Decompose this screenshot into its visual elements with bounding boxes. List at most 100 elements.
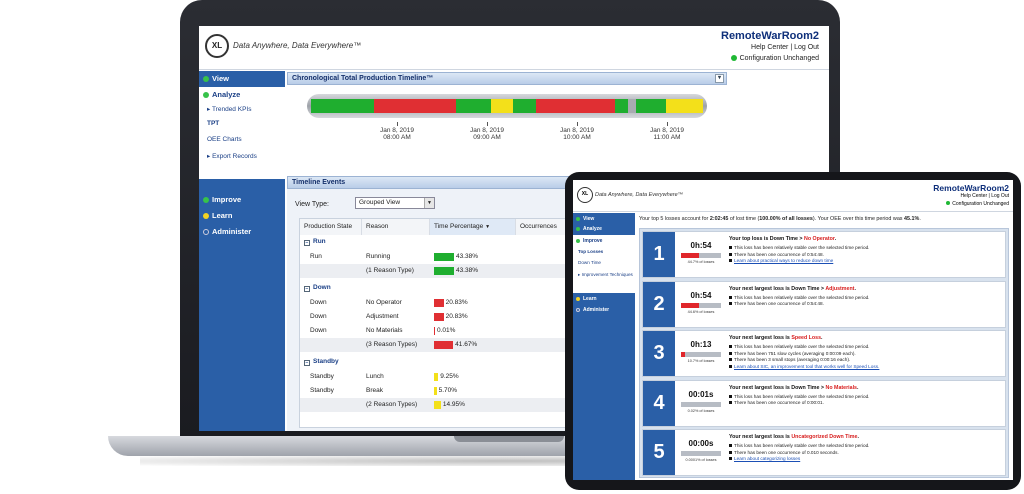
cell-percentage: 14.95%	[442, 401, 465, 408]
sidebar-item-improve[interactable]: Improve	[203, 195, 241, 204]
cell-state: Down	[310, 299, 327, 306]
config-status-text: Configuration Unchanged	[739, 55, 819, 62]
loss-learn-link-text[interactable]: Learn about categorizing losses	[734, 456, 801, 461]
percentage-bar	[434, 299, 444, 307]
loss-learn-link[interactable]: Learn about practical ways to reduce dow…	[729, 258, 833, 263]
status-dot-icon	[946, 201, 951, 205]
header-links[interactable]: Help Center | Log Out	[751, 44, 819, 51]
xl-logo[interactable]: XL	[205, 34, 229, 58]
header-links[interactable]: Help Center | Log Out	[960, 193, 1009, 199]
timeline-segment[interactable]	[491, 99, 513, 113]
learn-icon	[576, 297, 580, 301]
sidebar-item-administer[interactable]: Administer	[576, 307, 609, 313]
column-header-reason[interactable]: Reason	[362, 219, 430, 235]
timeline-title: Chronological Total Production Timeline™	[292, 75, 434, 82]
collapse-icon[interactable]: ▾	[715, 74, 724, 83]
timeline-segment[interactable]	[665, 99, 703, 113]
timeline-tick-mark	[667, 122, 668, 126]
sidebar-item-label: View	[212, 74, 229, 83]
status-dot-icon	[730, 55, 737, 61]
loss-learn-link[interactable]: Learn about SIC, an improvement tool tha…	[729, 364, 879, 369]
bullet-icon	[729, 457, 732, 460]
column-header-time-percentage[interactable]: Time Percentage ▼	[430, 219, 516, 235]
view-icon	[576, 217, 580, 221]
timeline-tick-mark	[577, 122, 578, 126]
loss-detail: There has been 751 slow cycles (averagin…	[729, 351, 856, 356]
timeline-segment[interactable]	[628, 99, 637, 113]
loss-detail: This loss has been relatively stable ove…	[729, 245, 870, 250]
sidebar-item-improve[interactable]: Improve	[576, 238, 602, 244]
group-header-down[interactable]: − Down	[300, 282, 720, 294]
sort-icon: ▼	[485, 224, 491, 230]
loss-heading-text: Your next largest loss is Down Time >	[729, 285, 826, 292]
sidebar-item-label: Analyze	[212, 90, 241, 99]
sidebar-item-view[interactable]: View	[203, 74, 229, 83]
timeline-tick-label: Jan 8, 2019 08:00 AM	[372, 127, 422, 141]
tick-date: Jan 8, 2019	[650, 127, 684, 134]
loss-card: 5 00:00s 0.0001% of losses Your next larges…	[642, 429, 1006, 476]
loss-card: 3 0h:13 10.7% of losses Your next largest l…	[642, 330, 1006, 377]
loss-heading-tail: .	[857, 384, 859, 391]
sidebar-subitem-trended-kpis[interactable]: ▸ Trended KPIs	[207, 106, 252, 113]
loss-detail: There has been one occurrence of 0.010 s…	[729, 450, 839, 455]
bullet-icon	[729, 444, 732, 447]
loss-rank: 4	[643, 380, 675, 426]
app-header: XL Data Anywhere, Data Everywhere™ Remot…	[199, 26, 829, 70]
sidebar-item-learn[interactable]: Learn	[203, 211, 232, 220]
analyze-icon	[576, 227, 580, 231]
summary-text: Your top 5 losses account for	[639, 216, 710, 222]
sidebar-subitem-down-time[interactable]: Down Time	[578, 260, 601, 265]
sidebar-item-label: Administer	[583, 307, 610, 313]
group-header-standby[interactable]: − Standby	[300, 356, 720, 368]
group-header-run[interactable]: − Run	[300, 236, 720, 248]
expand-icon[interactable]: −	[304, 240, 310, 246]
timeline-segment[interactable]	[456, 99, 492, 113]
loss-detail-text: There has been one occurrence of 0.010 s…	[734, 449, 839, 455]
chevron-down-icon[interactable]: ▼	[424, 198, 434, 208]
sidebar-subitem-export-records[interactable]: ▸ Export Records	[207, 153, 257, 160]
loss-learn-link[interactable]: Learn about categorizing losses	[729, 456, 800, 461]
cell-reason: No Materials	[366, 327, 403, 334]
sidebar-subitem-oee-charts[interactable]: OEE Charts	[207, 136, 242, 143]
sidebar-item-analyze[interactable]: Analyze	[576, 226, 602, 232]
sidebar-item-label: Improve	[212, 195, 242, 204]
sidebar-subitem-top-losses[interactable]: Top Losses	[578, 249, 604, 254]
timeline-segment[interactable]	[373, 99, 457, 113]
gear-icon	[203, 229, 209, 235]
sidebar-item-label: Administer	[212, 227, 252, 236]
loss-learn-link-text[interactable]: Learn about SIC, an improvement tool tha…	[734, 363, 880, 369]
loss-heading: Your next largest loss is Speed Loss.	[729, 335, 823, 341]
sidebar-item-view[interactable]: View	[576, 216, 594, 222]
sidebar-subitem-tpt[interactable]: TPT	[207, 120, 219, 127]
timeline-bar[interactable]	[311, 99, 703, 113]
timeline-segment[interactable]	[311, 99, 374, 113]
sidebar-subitem-improvement-techniques[interactable]: ▸ Improvement Techniques	[578, 272, 633, 277]
timeline-segment[interactable]	[536, 99, 615, 113]
loss-heading: Your top loss is Down Time > No Operator…	[729, 236, 836, 242]
timeline-segment[interactable]	[636, 99, 666, 113]
cell-reason: Break	[366, 387, 383, 394]
loss-bar-track	[681, 401, 721, 407]
expand-icon[interactable]: −	[304, 286, 310, 292]
cell-reason: (2 Reason Types)	[366, 401, 418, 408]
sidebar-item-learn[interactable]: Learn	[576, 296, 597, 302]
xl-logo[interactable]: XL	[577, 187, 593, 203]
timeline-segment[interactable]	[512, 99, 537, 113]
loss-learn-link-text[interactable]: Learn about practical ways to reduce dow…	[734, 258, 834, 263]
expand-icon[interactable]: −	[304, 360, 310, 366]
loss-bar-track	[681, 302, 721, 308]
gear-icon	[576, 308, 580, 312]
loss-percent: 10.7% of losses	[687, 359, 715, 363]
view-type-select[interactable]: Grouped View ▼	[355, 197, 435, 209]
sidebar-item-administer[interactable]: Administer	[203, 227, 251, 236]
logo-tagline: Data Anywhere, Data Everywhere™	[233, 41, 362, 50]
cell-reason: No Operator	[366, 299, 402, 306]
summary-text: of lost time (	[728, 216, 760, 222]
loss-reason: Adjustment	[825, 285, 855, 292]
laptop-notch	[454, 436, 564, 442]
analyze-icon	[203, 92, 209, 98]
column-header-production-state[interactable]: Production State	[300, 219, 362, 235]
bullet-icon	[729, 295, 732, 299]
timeline-segment[interactable]	[614, 99, 629, 113]
sidebar-item-analyze[interactable]: Analyze	[203, 90, 240, 99]
